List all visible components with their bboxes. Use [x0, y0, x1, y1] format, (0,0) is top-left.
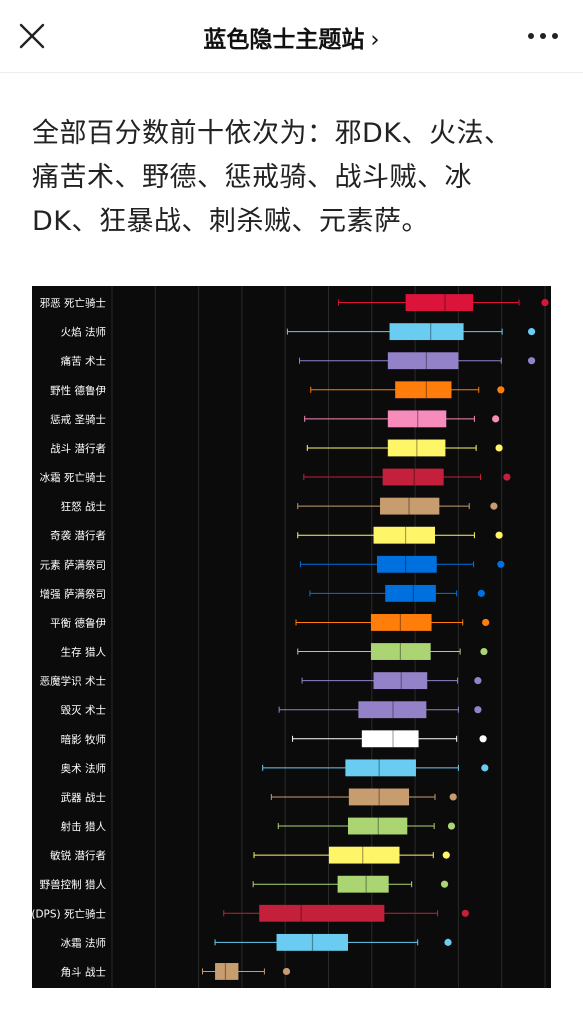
outlier-point	[495, 444, 503, 452]
iqr-box	[215, 963, 239, 980]
outlier-point	[481, 764, 489, 772]
outlier-point	[497, 560, 505, 568]
iqr-box	[376, 555, 437, 573]
outlier-point	[282, 967, 291, 976]
outlier-point	[449, 793, 457, 801]
iqr-box	[389, 323, 464, 341]
iqr-box	[345, 759, 416, 777]
tick-label: 邪恶 死亡骑士	[40, 297, 106, 310]
tick-label: 元素 萨满祭司	[40, 558, 106, 571]
iqr-box	[373, 672, 428, 690]
tick-label: (DPS) 死亡骑士	[32, 907, 106, 920]
tick-label: 角斗 战士	[61, 965, 106, 978]
iqr-box	[259, 904, 385, 922]
more-options-button[interactable]	[525, 22, 561, 50]
outlier-point	[474, 706, 482, 714]
article-line: 痛苦术、野德、惩戒骑、战斗贼、冰	[32, 162, 472, 193]
article-paragraph: 全部百分数前十依次为：邪DK、火法、 痛苦术、野德、惩戒骑、战斗贼、冰 DK、狂…	[32, 112, 552, 244]
tick-label: 狂怒 战士	[61, 500, 106, 513]
outlier-point	[541, 298, 549, 307]
iqr-box	[387, 410, 447, 428]
iqr-box	[373, 526, 436, 544]
outlier-point	[440, 880, 449, 888]
outlier-point	[479, 735, 487, 743]
tick-label: 火焰 法师	[61, 326, 106, 339]
tick-label: 暗影 牧师	[61, 733, 106, 746]
iqr-box	[405, 294, 474, 311]
close-button[interactable]	[16, 20, 48, 52]
iqr-box	[276, 933, 348, 951]
iqr-box	[328, 846, 400, 864]
tick-label: 冰霜 死亡骑士	[40, 471, 106, 484]
iqr-box	[337, 875, 389, 893]
iqr-box	[385, 584, 436, 602]
tick-label: 痛苦 术士	[61, 355, 106, 368]
outlier-point	[480, 647, 488, 656]
tick-label: 野性 德鲁伊	[50, 384, 106, 397]
tick-label: 敏锐 潜行者	[50, 849, 106, 862]
article-line: DK、狂暴战、刺杀贼、元素萨。	[32, 206, 429, 237]
tick-label: 生存 猎人	[61, 646, 107, 659]
outlier-point	[527, 328, 536, 336]
outlier-point	[447, 822, 456, 830]
outlier-point	[503, 473, 511, 481]
iqr-box	[387, 439, 446, 457]
iqr-box	[347, 817, 408, 835]
iqr-box	[380, 497, 440, 515]
boxplot-chart: 邪恶 死亡骑士火焰 法师痛苦 术士野性 德鲁伊 惩戒 圣骑士 战斗 潜行者冰霜 死亡…	[31, 286, 551, 988]
top-navigation-bar: 蓝色隐士主题站 ›	[0, 0, 583, 73]
tick-label: 增强 萨满祭司	[40, 587, 106, 600]
tick-label: 平衡 德鲁伊	[50, 616, 106, 629]
outlier-point	[444, 938, 452, 946]
outlier-point	[490, 502, 498, 510]
tick-label: 奥术 法师	[61, 762, 106, 775]
chevron-right-icon: ›	[370, 27, 380, 53]
tick-label: 射击 猎人	[61, 820, 107, 833]
outlier-point	[495, 531, 503, 539]
outlier-point	[442, 851, 450, 859]
outlier-point	[492, 415, 500, 423]
iqr-box	[382, 468, 444, 486]
iqr-box	[370, 643, 431, 660]
tick-label: 恶魔学识 术士	[40, 675, 106, 688]
iqr-box	[395, 381, 452, 399]
iqr-box	[361, 730, 419, 748]
outlier-point	[482, 618, 490, 627]
iqr-box	[358, 701, 427, 719]
tick-label: 惩戒 圣骑士	[50, 413, 106, 426]
article-line: 全部百分数前十依次为：邪DK、火法、	[32, 118, 512, 149]
more-dots-icon	[528, 33, 558, 39]
tick-label: 毁灭 术士	[61, 704, 106, 717]
outlier-point	[527, 357, 536, 365]
iqr-box	[387, 352, 459, 370]
tick-label: 冰霜 法师	[61, 936, 106, 949]
account-title: 蓝色隐士主题站	[203, 27, 365, 53]
outlier-point	[497, 386, 505, 394]
tick-label: 野兽控制 猎人	[40, 878, 107, 891]
iqr-box	[370, 614, 432, 631]
close-icon	[19, 23, 45, 49]
outlier-point	[477, 589, 485, 597]
outlier-point	[461, 909, 469, 917]
outlier-point	[474, 677, 482, 685]
tick-label: 战斗 潜行者	[50, 442, 106, 455]
account-title-link[interactable]: 蓝色隐士主题站 ›	[0, 20, 583, 54]
tick-label: 奇袭 潜行者	[50, 529, 106, 542]
iqr-box	[348, 788, 410, 806]
tick-label: 武器 战士	[61, 791, 106, 804]
